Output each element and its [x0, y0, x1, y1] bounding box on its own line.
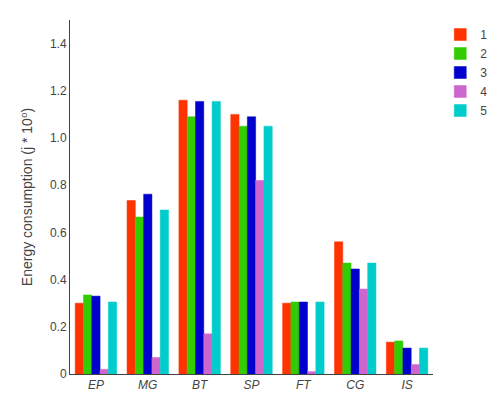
svg-text:FT: FT: [296, 378, 312, 392]
svg-text:CG: CG: [346, 378, 364, 392]
svg-text:4: 4: [480, 85, 487, 99]
svg-text:1.2: 1.2: [50, 84, 67, 98]
svg-text:EP: EP: [88, 378, 104, 392]
svg-text:0.2: 0.2: [50, 320, 67, 334]
svg-text:MG: MG: [138, 378, 157, 392]
svg-text:0: 0: [60, 367, 67, 381]
svg-text:IS: IS: [401, 378, 412, 392]
svg-text:0.4: 0.4: [50, 273, 67, 287]
svg-text:0.6: 0.6: [50, 226, 67, 240]
svg-text:3: 3: [480, 66, 487, 80]
svg-text:1.4: 1.4: [50, 37, 67, 51]
svg-text:1: 1: [480, 28, 487, 42]
svg-text:BT: BT: [192, 378, 209, 392]
svg-text:Energy consumption (j * 10⁰): Energy consumption (j * 10⁰): [19, 108, 35, 286]
svg-text:5: 5: [480, 104, 487, 118]
svg-text:0.8: 0.8: [50, 178, 67, 192]
svg-text:1.0: 1.0: [50, 131, 67, 145]
svg-text:2: 2: [480, 47, 487, 61]
svg-text:SP: SP: [243, 378, 259, 392]
